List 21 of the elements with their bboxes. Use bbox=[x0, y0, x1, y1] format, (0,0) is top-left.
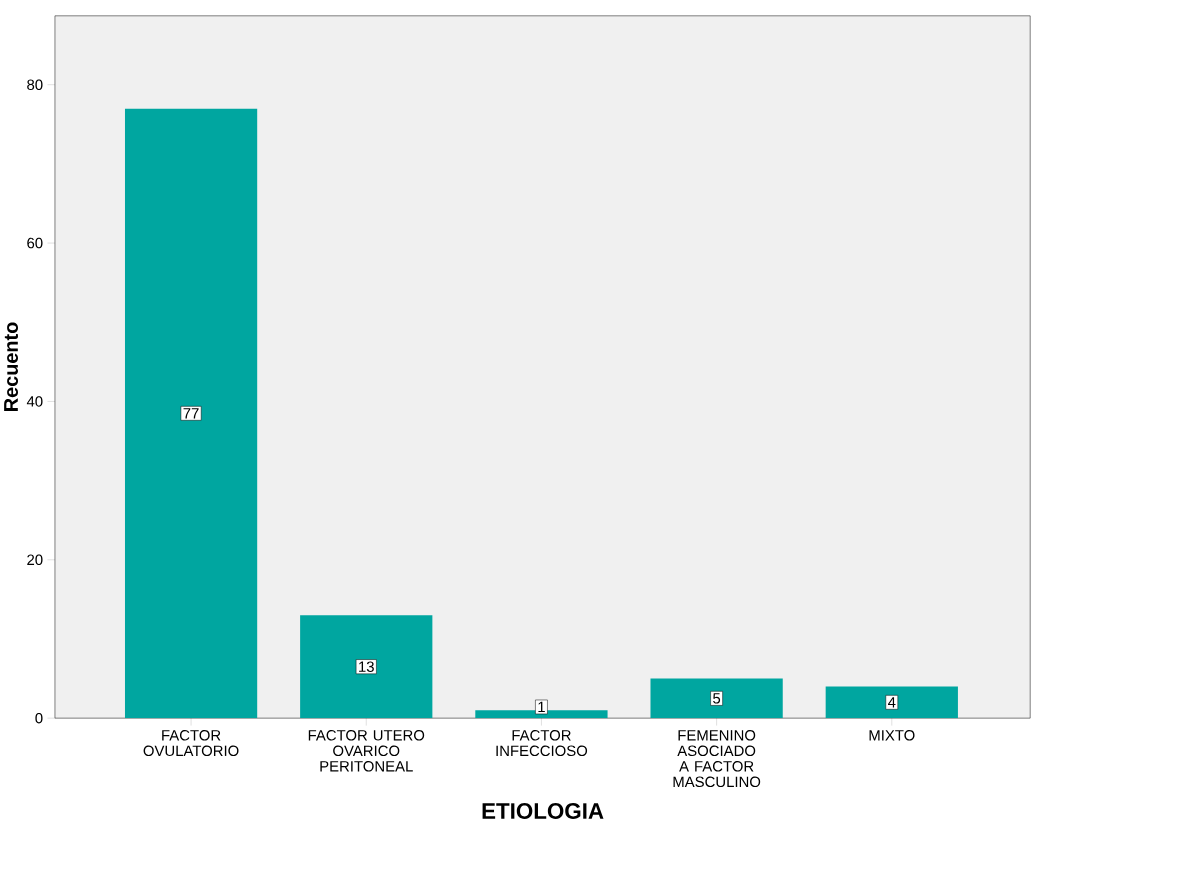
bar bbox=[124, 108, 258, 719]
y-tick-label: 80 bbox=[27, 79, 43, 91]
x-tick-label: FACTOR UTERO OVARICO PERITONEAL bbox=[308, 730, 425, 772]
bar bbox=[300, 615, 433, 719]
data-label: 1 bbox=[538, 701, 545, 713]
data-label: 4 bbox=[888, 697, 896, 708]
y-tick-label: 60 bbox=[27, 237, 43, 249]
x-tick-label: FACTOR INFECCIOSO bbox=[496, 730, 588, 757]
data-label: 77 bbox=[183, 408, 199, 419]
bar bbox=[650, 678, 783, 719]
x-axis-title: ETIOLOGIA bbox=[482, 803, 604, 820]
bar bbox=[825, 686, 958, 719]
y-tick-label: 40 bbox=[26, 396, 43, 407]
x-tick-label: FEMENINO ASOCIADO A FACTOR MASCULINO bbox=[673, 730, 761, 788]
y-tick-label: 20 bbox=[27, 554, 43, 566]
x-tick-label: MIXTO bbox=[869, 730, 915, 741]
data-label: 13 bbox=[359, 661, 374, 673]
data-label: 5 bbox=[713, 693, 721, 704]
y-axis-title: Recuento bbox=[4, 322, 18, 412]
x-tick-label: FACTOR OVULATORIO bbox=[143, 730, 239, 757]
y-tick-label: 0 bbox=[35, 713, 43, 724]
